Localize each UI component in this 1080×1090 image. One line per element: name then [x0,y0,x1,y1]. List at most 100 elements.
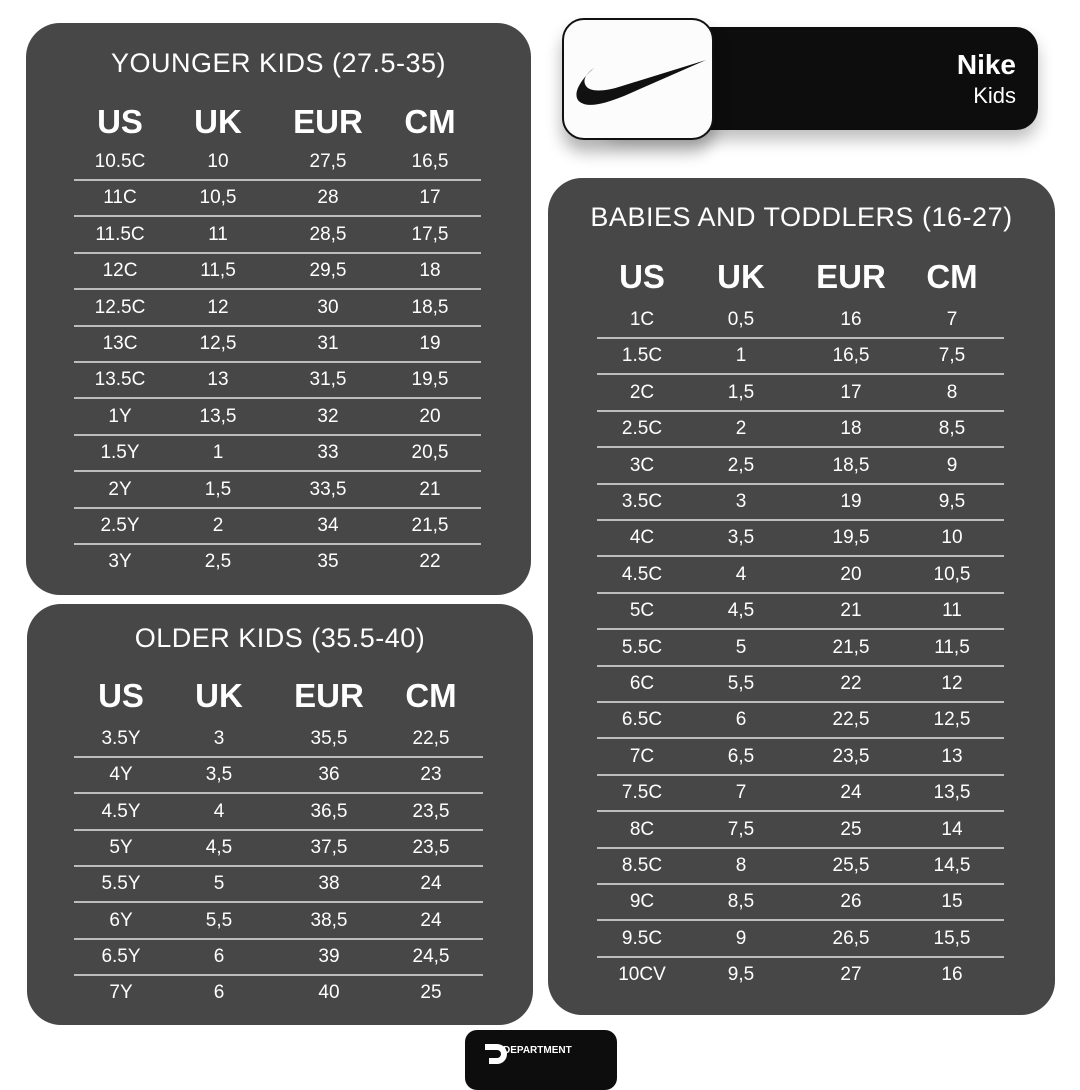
table-row: 3.5C 3 19 9,5 [597,483,1004,521]
cell-eur: 19,5 [832,527,870,549]
cell-eur: 16,5 [832,345,870,367]
table-row: 11.5C 11 28,5 17,5 [74,216,481,254]
cell-eur: 38,5 [310,909,348,931]
table-row: 6.5C 6 22,5 12,5 [597,701,1004,740]
table-row: 6C 5,5 22 12 [597,665,1004,703]
table-row: 5Y 4,5 37,5 23,5 [74,829,483,867]
table-row: 3C 2,5 18,5 9 [597,447,1004,485]
cell-us: 7Y [109,982,133,1004]
cell-uk: 9,5 [727,964,755,986]
table-row: 13.5C 13 31,5 19,5 [74,361,481,400]
cell-uk: 1,5 [204,478,232,500]
cell-cm: 23 [420,764,442,786]
cell-eur: 16 [840,309,862,330]
younger-kids-panel: YOUNGER KIDS (27.5-35) US UK EUR CM 10.5C 10 2… [26,23,531,595]
cell-us: 3.5Y [101,728,141,749]
brand-subtitle: Kids [973,83,1016,108]
cell-cm: 14,5 [933,855,971,876]
cell-us: 11C [103,187,137,209]
cell-eur: 31 [317,333,339,354]
cell-cm: 24 [420,873,442,895]
cell-cm: 18 [419,260,441,282]
cell-us: 9C [629,891,655,913]
table-row: 10.5C 10 27,5 16,5 [74,143,481,181]
cell-uk: 5 [735,636,747,658]
cell-cm: 23,5 [412,836,450,858]
table-row: 1.5C 1 16,5 7,5 [597,337,1004,376]
column-headers: US UK EUR CM [26,103,531,140]
cell-cm: 13,5 [933,782,971,804]
cell-uk: 2 [735,418,747,440]
nike-swoosh-icon [576,60,706,105]
cell-cm: 23,5 [412,800,450,822]
cell-cm: 19 [419,333,441,354]
cell-us: 7.5C [621,782,663,804]
column-header-us: US [98,677,144,714]
column-header-cm: CM [405,677,457,714]
cell-eur: 21 [840,600,862,622]
table-row: 12C 11,5 29,5 18 [74,252,481,291]
cell-cm: 9,5 [938,491,966,512]
cell-eur: 28 [317,187,339,209]
cell-us: 3C [629,454,655,476]
column-header-uk: UK [195,677,243,714]
cell-uk: 13,5 [199,405,237,427]
cell-eur: 18 [840,418,862,440]
table-row: 10CV 9,5 27 16 [597,956,1004,992]
cell-uk: 8,5 [727,891,755,913]
cell-uk: 12 [207,296,229,318]
cell-cm: 16,5 [411,151,449,172]
cell-us: 2.5C [621,418,663,440]
column-header-us: US [97,103,143,140]
table-row: 1.5Y 1 33 20,5 [74,434,481,473]
cell-cm: 7 [946,309,958,330]
cell-uk: 9 [735,927,747,949]
cell-cm: 20,5 [411,442,449,464]
table-row: 1Y 13,5 32 20 [74,398,481,436]
table-row: 3.5Y 3 35,5 22,5 [74,720,483,758]
cell-cm: 15,5 [933,927,971,949]
cell-us: 1.5Y [100,442,140,464]
cell-eur: 22,5 [832,709,870,731]
cell-cm: 22,5 [412,728,450,749]
cell-cm: 18,5 [411,296,449,318]
cell-us: 4.5Y [101,800,141,822]
cell-us: 4C [629,527,655,549]
cell-uk: 8 [735,855,747,876]
cell-uk: 5,5 [205,909,233,931]
cell-us: 1C [629,309,655,330]
cell-us: 1.5C [621,345,663,367]
table-row: 1C 0,5 16 7 [597,301,1004,339]
table-row: 5.5Y 5 38 24 [74,865,483,904]
cell-us: 8.5C [621,855,663,876]
cell-cm: 21,5 [411,515,449,536]
cell-cm: 24 [420,909,442,931]
column-header-uk: UK [194,103,242,140]
babies-toddlers-panel: BABIES AND TODDLERS (16-27) US UK EUR CM 1C 0… [548,178,1055,1015]
cell-us: 6.5Y [101,945,141,967]
cell-cm: 16 [941,964,963,986]
table-row: 4C 3,5 19,5 10 [597,519,1004,558]
column-header-cm: CM [404,103,456,140]
nike-logo [562,18,714,140]
column-header-eur: EUR [294,677,364,714]
cell-uk: 5 [213,873,225,895]
panel-title: OLDER KIDS (35.5-40) [134,623,426,653]
cell-uk: 2,5 [727,454,755,476]
cell-us: 5C [629,600,655,622]
table-row: 12.5C 12 30 18,5 [74,289,481,327]
cell-eur: 19 [840,491,862,512]
cell-eur: 22 [840,673,862,694]
table-row: 11C 10,5 28 17 [74,179,481,218]
cell-us: 12C [102,260,138,282]
cell-eur: 17 [840,381,862,403]
table-row: 13C 12,5 31 19 [74,325,481,363]
table-row: 7.5C 7 24 13,5 [597,774,1004,813]
table-row: 2C 1,5 17 8 [597,374,1004,412]
cell-eur: 32 [317,405,339,427]
table-row: 2.5Y 2 34 21,5 [74,507,481,545]
cell-eur: 26,5 [832,927,870,949]
cell-us: 13C [102,333,138,354]
cell-cm: 10,5 [933,563,971,585]
cell-cm: 22 [419,551,441,573]
